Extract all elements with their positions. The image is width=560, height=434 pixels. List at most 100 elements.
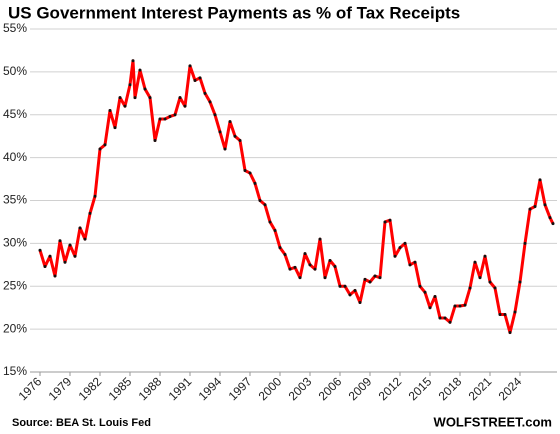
data-point — [131, 59, 135, 63]
x-tick-label: 2021 — [466, 374, 495, 403]
x-tick-label: 1997 — [226, 374, 255, 403]
x-tick-label: 1991 — [166, 374, 195, 403]
data-point — [98, 147, 102, 151]
data-point — [298, 276, 302, 280]
data-point — [373, 274, 377, 278]
data-point — [148, 96, 152, 100]
data-point — [483, 254, 487, 258]
data-point — [93, 194, 97, 198]
data-point — [313, 267, 317, 271]
y-tick-label: 25% — [3, 278, 27, 292]
data-point — [58, 239, 62, 243]
data-point — [168, 114, 172, 118]
data-point — [533, 205, 537, 209]
x-tick-label: 1985 — [106, 374, 135, 403]
data-point — [223, 147, 227, 151]
x-tick-label: 2006 — [316, 374, 345, 403]
chart-title: US Government Interest Payments as % of … — [8, 3, 460, 22]
data-point — [458, 304, 462, 308]
source: Source: BEA St. Louis Fed — [12, 417, 151, 429]
data-point — [428, 306, 432, 310]
data-point — [188, 64, 192, 68]
data-point — [398, 246, 402, 250]
data-point — [253, 181, 257, 185]
data-point — [178, 96, 182, 100]
data-point — [283, 253, 287, 257]
data-point — [523, 241, 527, 245]
data-point — [138, 68, 142, 72]
data-point — [383, 220, 387, 224]
data-point — [358, 301, 362, 305]
data-point — [378, 276, 382, 280]
x-tick-label: 1976 — [16, 374, 45, 403]
data-point — [268, 220, 272, 224]
data-point — [493, 286, 497, 290]
data-point — [53, 274, 57, 278]
x-tick-label: 2003 — [286, 374, 315, 403]
data-point — [453, 304, 457, 308]
y-tick-label: 20% — [3, 321, 27, 335]
data-point — [438, 316, 442, 320]
data-point — [123, 104, 127, 108]
data-point — [308, 263, 312, 267]
data-point — [318, 237, 322, 241]
data-point — [363, 277, 367, 281]
data-point — [128, 83, 132, 87]
data-point — [208, 100, 212, 104]
data-point — [423, 290, 427, 294]
data-point — [478, 276, 482, 280]
x-tick-label: 2000 — [256, 374, 285, 403]
data-point — [173, 113, 177, 117]
data-point — [448, 320, 452, 324]
data-point — [83, 237, 87, 241]
data-point — [78, 226, 82, 230]
data-point — [263, 203, 267, 207]
data-point — [153, 138, 157, 142]
data-point — [108, 108, 112, 112]
x-tick-label: 2012 — [376, 374, 405, 403]
x-tick-label: 1982 — [76, 374, 105, 403]
data-point — [408, 263, 412, 267]
data-point — [508, 331, 512, 335]
data-point — [213, 113, 217, 117]
data-point — [388, 218, 392, 222]
data-point — [73, 254, 77, 258]
data-point — [413, 260, 417, 264]
x-tick-label: 1979 — [46, 374, 75, 403]
data-point — [488, 280, 492, 284]
data-point — [348, 293, 352, 297]
watermark: WOLFSTREET.com — [434, 414, 552, 429]
data-point — [103, 143, 107, 147]
data-point — [368, 280, 372, 284]
data-point — [433, 295, 437, 299]
x-tick-label: 2024 — [496, 374, 525, 403]
data-point — [468, 286, 472, 290]
data-point — [293, 265, 297, 269]
data-point — [183, 104, 187, 108]
x-tick-label: 2015 — [406, 374, 435, 403]
data-point — [233, 134, 237, 138]
data-point — [48, 254, 52, 258]
y-tick-label: 45% — [3, 107, 27, 121]
data-point — [518, 280, 522, 284]
data-point — [228, 120, 232, 124]
y-tick-label: 50% — [3, 64, 27, 78]
data-point — [328, 259, 332, 263]
y-tick-label: 55% — [3, 21, 27, 35]
data-point — [273, 229, 277, 233]
y-tick-label: 15% — [3, 364, 27, 378]
y-tick-label: 30% — [3, 236, 27, 250]
data-point — [278, 246, 282, 250]
data-point — [143, 87, 147, 91]
data-point — [288, 267, 292, 271]
x-tick-label: 1994 — [196, 374, 225, 403]
data-point — [338, 284, 342, 288]
y-tick-label: 35% — [3, 193, 27, 207]
data-point — [88, 211, 92, 215]
data-point — [203, 91, 207, 95]
data-point — [548, 216, 552, 220]
data-point — [393, 254, 397, 258]
data-point — [538, 178, 542, 182]
data-point — [303, 252, 307, 256]
